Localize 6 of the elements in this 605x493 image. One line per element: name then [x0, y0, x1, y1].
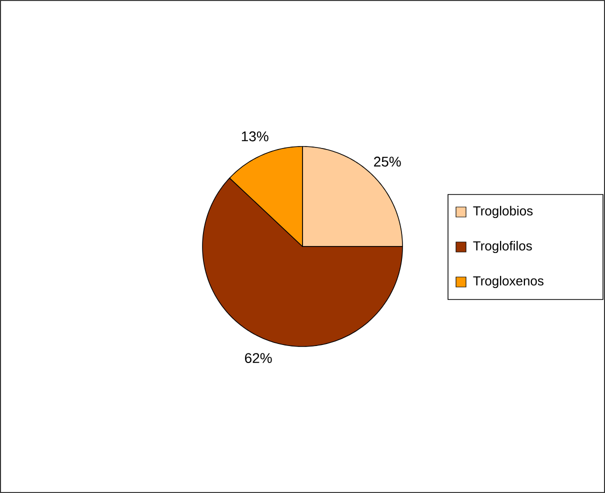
data-label: 25%	[374, 156, 401, 167]
data-label: 62%	[245, 353, 272, 364]
data-label: 13%	[242, 131, 268, 142]
legend-label: Trogloxenos	[473, 276, 544, 288]
legend-label: Troglobios	[473, 206, 533, 218]
legend-label: Troglofilos	[473, 240, 532, 254]
